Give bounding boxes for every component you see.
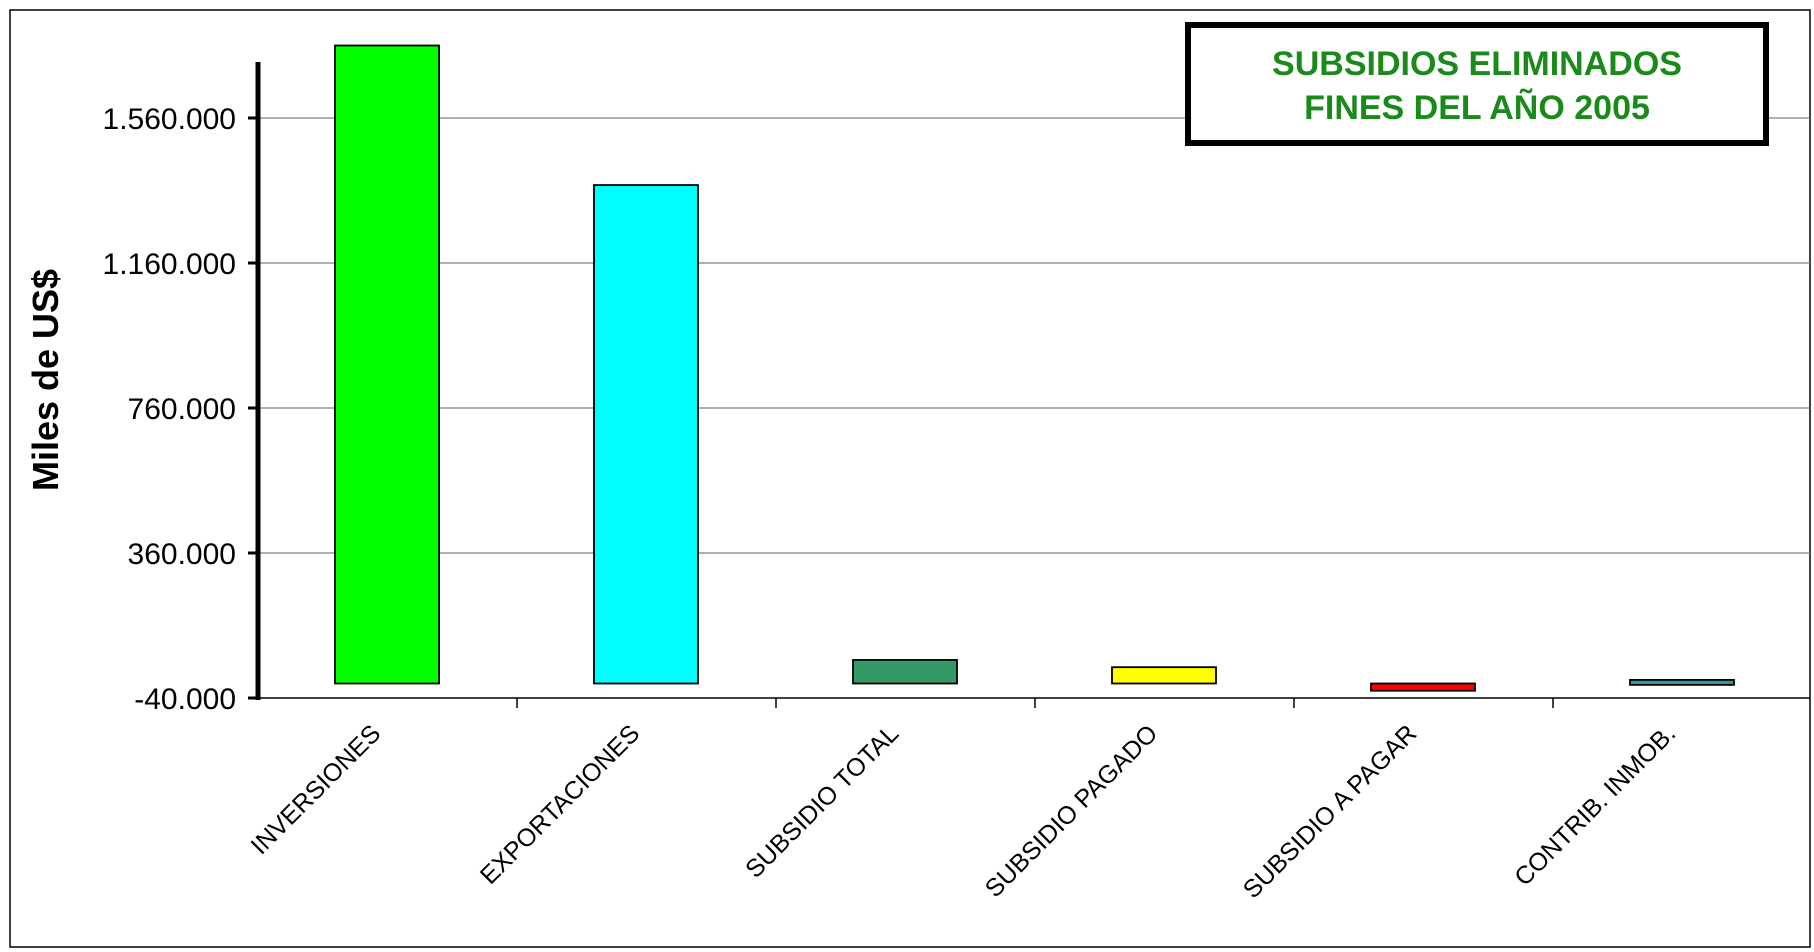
y-tick-label: 360.000 <box>128 538 236 571</box>
gridlines <box>258 117 1810 554</box>
bar <box>852 659 958 685</box>
axes <box>248 62 1810 708</box>
y-tick-labels: -40.000 360.000 760.000 1.160.000 1.560.000 <box>103 103 236 716</box>
bars <box>334 44 1735 692</box>
title-frame <box>1185 22 1769 146</box>
chart-title-line-2: FINES DEL AÑO 2005 <box>1304 89 1650 127</box>
y-tick-label: 760.000 <box>128 393 236 426</box>
bar <box>1111 666 1217 685</box>
title-box: SUBSIDIOS ELIMINADOS FINES DEL AÑO 2005 <box>1185 22 1769 146</box>
y-tick-label: 1.160.000 <box>103 248 236 281</box>
bar <box>334 44 440 685</box>
bar <box>593 184 699 685</box>
y-axis-title: Miles de US$ <box>25 269 66 491</box>
chart-border <box>9 9 1811 948</box>
chart-title-line-1: SUBSIDIOS ELIMINADOS <box>1272 45 1682 83</box>
bar <box>1370 682 1476 692</box>
y-tick-label: -40.000 <box>134 683 236 716</box>
bar <box>1629 678 1735 686</box>
y-tick-label: 1.560.000 <box>103 103 236 136</box>
